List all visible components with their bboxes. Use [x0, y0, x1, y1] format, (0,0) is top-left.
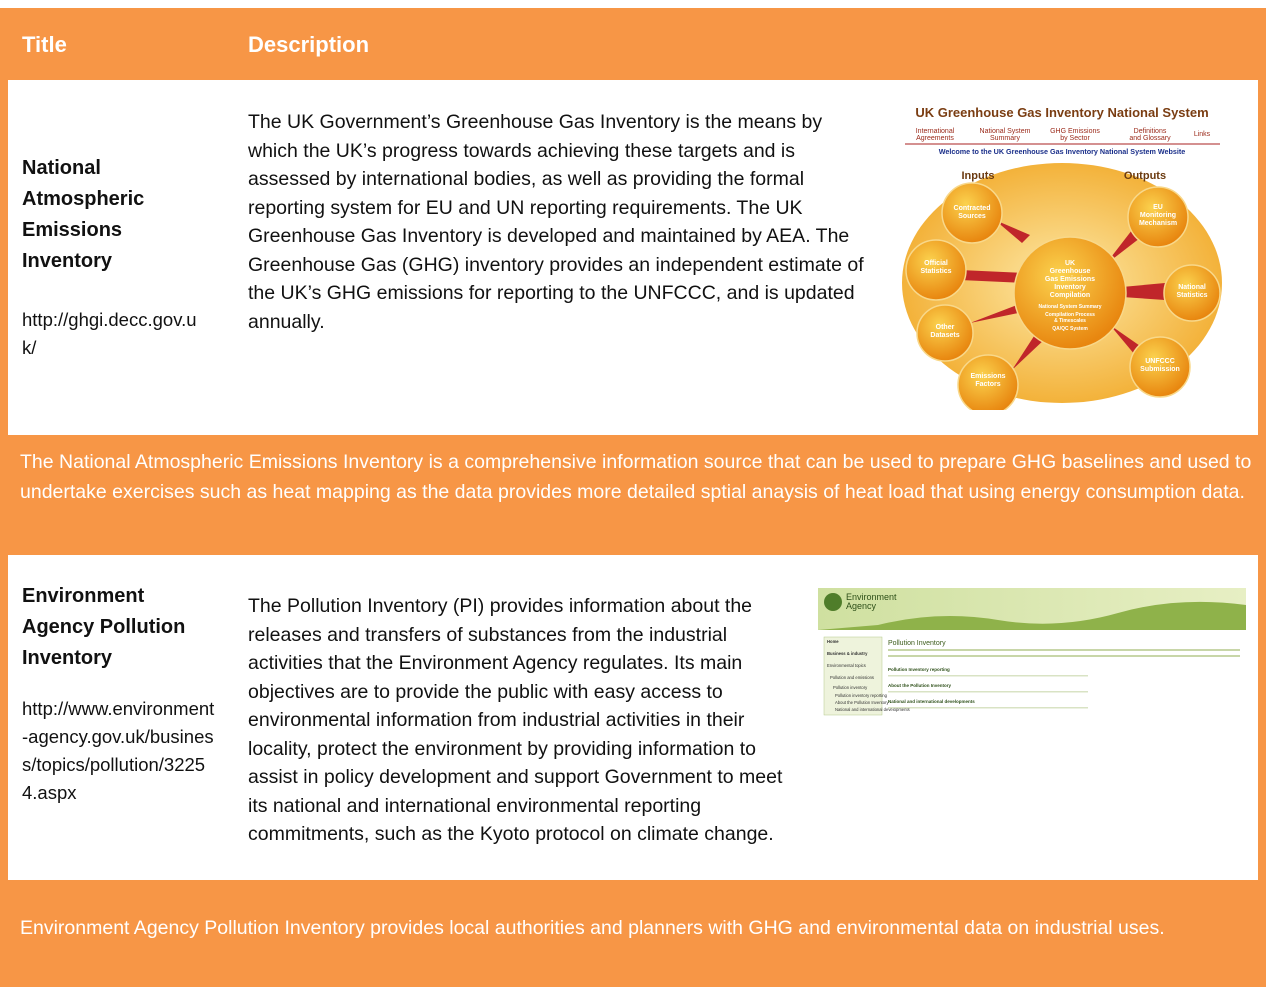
- shot-target: Statistics: [1176, 292, 1207, 299]
- shot-center: Inventory: [1054, 284, 1086, 291]
- row-description: The UK Government’s Greenhouse Gas Inven…: [248, 111, 864, 333]
- shot-source: Sources: [958, 213, 986, 220]
- shot-center: Greenhouse: [1050, 268, 1091, 275]
- shot-source: Emissions: [970, 373, 1005, 380]
- header-description: Description: [248, 32, 370, 57]
- shot-target: Monitoring: [1140, 212, 1176, 219]
- shot-center-link: Compilation Process: [1045, 312, 1095, 318]
- shot-nav: and Glossary: [1129, 135, 1171, 142]
- shot-nav: GHG Emissions: [1050, 128, 1100, 135]
- shot-menu: Pollution and emissions: [830, 675, 874, 680]
- shot-center: UK: [1065, 260, 1075, 267]
- shot-center: Gas Emissions: [1045, 276, 1095, 283]
- screenshot: UK Greenhouse Gas Inventory National Sys…: [902, 105, 1222, 410]
- shot-center-link: QA/QC System: [1052, 326, 1088, 332]
- shot-target: Submission: [1140, 366, 1180, 373]
- screenshot: Environment Agency Home Business & indus…: [818, 588, 1246, 716]
- shot-inputs: Inputs: [962, 170, 995, 182]
- shot-logo: Environment: [846, 592, 897, 602]
- shot-menu: Business & industry: [827, 651, 868, 656]
- shot-nav: National System: [980, 128, 1031, 135]
- row-note: Environment Agency Pollution Inventory p…: [20, 917, 1165, 939]
- shot-source: Statistics: [920, 268, 951, 275]
- shot-menu: Pollution inventory reporting: [835, 693, 888, 698]
- shot-source: Factors: [975, 381, 1000, 388]
- shot-target: UNFCCC: [1145, 358, 1175, 365]
- shot-nav: International: [916, 128, 955, 135]
- shot-section: Pollution Inventory reporting: [888, 667, 950, 672]
- shot-source: Contracted: [954, 205, 991, 212]
- row-url: http://www.environment-agency.gov.uk/bus…: [22, 698, 215, 803]
- shot-heading: Pollution Inventory: [888, 640, 946, 647]
- description-text: The Pollution Inventory (PI) provides in…: [248, 595, 783, 845]
- row-title: National Atmospheric Emissions Inventory: [22, 157, 145, 272]
- shot-source: Other: [936, 324, 955, 331]
- shot-target: EU: [1153, 204, 1163, 211]
- row-url: http://ghgi.decc.gov.uk/: [22, 309, 197, 358]
- row-note: The National Atmospheric Emissions Inven…: [20, 451, 1252, 503]
- shot-target: National: [1178, 284, 1206, 291]
- row-title: Environment Agency Pollution Inventory: [22, 585, 186, 669]
- shot-nav: Links: [1194, 131, 1211, 138]
- shot-title: UK Greenhouse Gas Inventory National Sys…: [915, 105, 1208, 120]
- shot-menu: National and international developments: [835, 707, 910, 712]
- shot-center-link: & Timescales: [1054, 318, 1086, 324]
- shot-menu: Environmental topics: [827, 663, 866, 668]
- shot-target: Mechanism: [1139, 220, 1177, 227]
- shot-menu: About the Pollution Inventory: [835, 700, 889, 705]
- shot-center-link: National System Summary: [1038, 304, 1101, 310]
- shot-menu: Home: [827, 639, 839, 644]
- shot-nav: Agreements: [916, 135, 954, 142]
- row-description: The Pollution Inventory (PI) provides in…: [248, 592, 1248, 849]
- shot-outputs: Outputs: [1124, 170, 1166, 182]
- shot-logo: Agency: [846, 601, 877, 611]
- shot-nav: Summary: [990, 135, 1020, 142]
- header-title: Title: [22, 32, 67, 57]
- shot-nav: by Sector: [1060, 135, 1090, 142]
- shot-section: National and international developments: [888, 699, 975, 704]
- shot-center: Compilation: [1050, 292, 1090, 299]
- shot-nav: Definitions: [1134, 128, 1167, 135]
- shot-menu: Pollution inventory: [833, 685, 868, 690]
- shot-section: About the Pollution Inventory: [888, 683, 951, 688]
- shot-source: Official: [924, 260, 948, 267]
- shot-source: Datasets: [930, 332, 959, 339]
- shot-welcome: Welcome to the UK Greenhouse Gas Invento…: [939, 147, 1186, 156]
